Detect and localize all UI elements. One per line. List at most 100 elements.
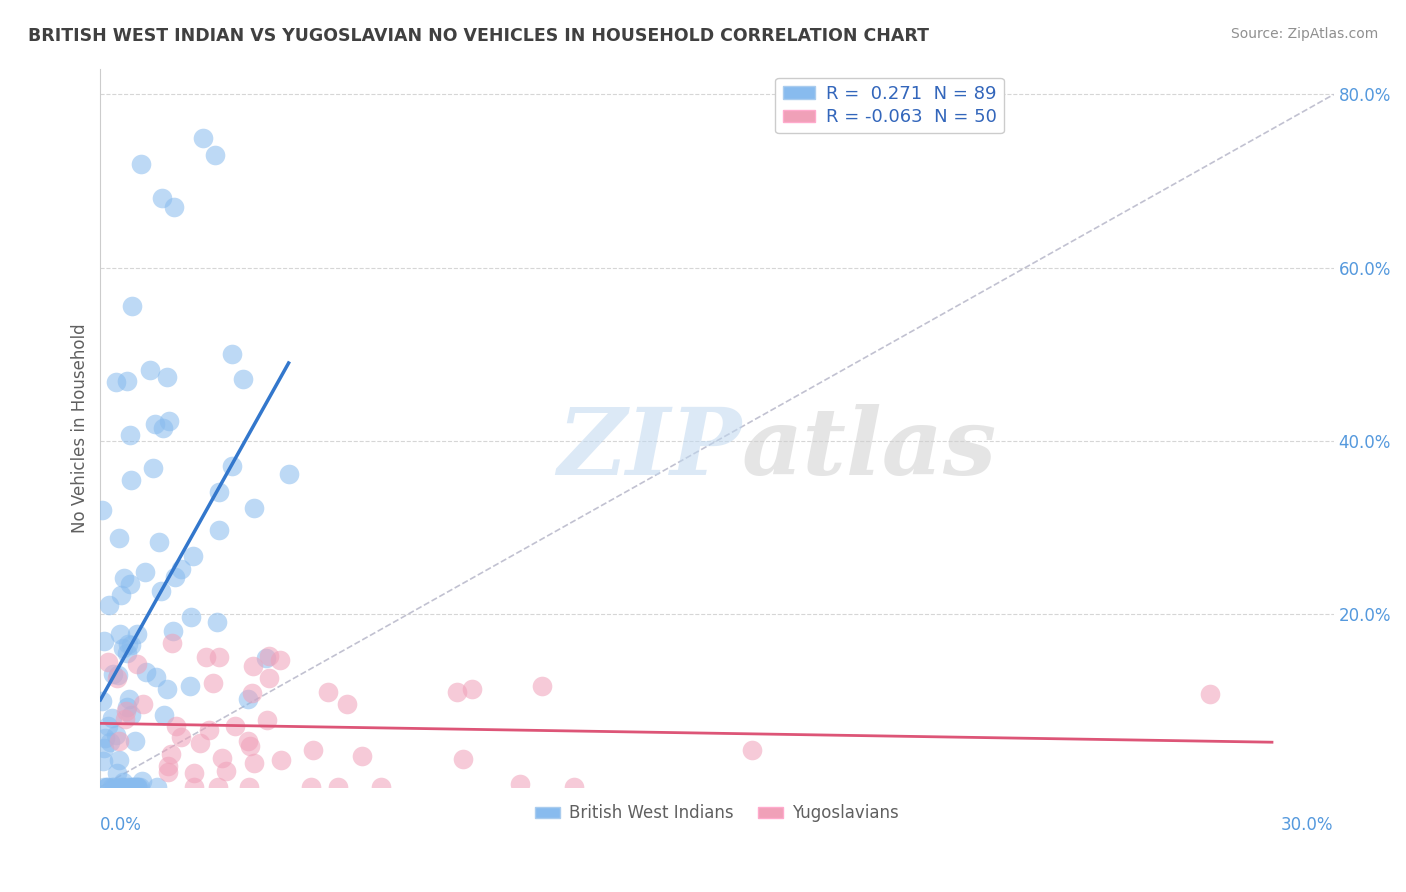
Point [97, 719, 120, 733]
Point [115, 704, 138, 718]
Point [112, 780, 135, 794]
Point [446, 685, 468, 699]
Point [98, 734, 121, 748]
Point [112, 775, 135, 789]
Point [115, 699, 138, 714]
Point [93, 741, 115, 756]
Point [208, 649, 231, 664]
Point [145, 670, 167, 684]
Point [125, 780, 148, 794]
Point [207, 780, 229, 794]
Point [131, 697, 153, 711]
Point [131, 157, 153, 171]
Point [224, 719, 246, 733]
Point [350, 749, 373, 764]
Text: Source: ZipAtlas.com: Source: ZipAtlas.com [1230, 27, 1378, 41]
Point [94, 731, 117, 745]
Point [91, 694, 114, 708]
Point [135, 665, 157, 679]
Point [195, 649, 218, 664]
Point [204, 148, 226, 162]
Point [93, 633, 115, 648]
Point [156, 369, 179, 384]
Point [110, 588, 132, 602]
Point [120, 638, 142, 652]
Point [221, 347, 243, 361]
Point [117, 637, 139, 651]
Point [112, 571, 135, 585]
Point [121, 300, 143, 314]
Point [243, 501, 266, 516]
Point [530, 679, 553, 693]
Point [183, 765, 205, 780]
Point [96, 655, 118, 669]
Point [150, 191, 173, 205]
Point [91, 754, 114, 768]
Y-axis label: No Vehicles in Household: No Vehicles in Household [72, 323, 89, 533]
Point [326, 780, 349, 794]
Point [165, 719, 187, 733]
Point [107, 780, 129, 794]
Point [131, 773, 153, 788]
Point [142, 461, 165, 475]
Point [451, 752, 474, 766]
Point [221, 458, 243, 473]
Point [150, 583, 173, 598]
Point [143, 417, 166, 432]
Point [103, 780, 125, 794]
Point [239, 739, 262, 753]
Point [96, 780, 118, 794]
Point [238, 780, 260, 794]
Point [101, 711, 124, 725]
Point [254, 650, 277, 665]
Point [121, 780, 143, 794]
Point [461, 681, 484, 696]
Point [170, 730, 193, 744]
Point [107, 531, 129, 545]
Point [256, 713, 278, 727]
Text: atlas: atlas [741, 404, 997, 494]
Point [156, 759, 179, 773]
Point [270, 753, 292, 767]
Point [162, 624, 184, 638]
Point [198, 723, 221, 737]
Point [370, 780, 392, 794]
Point [139, 363, 162, 377]
Point [111, 641, 134, 656]
Point [93, 780, 115, 794]
Point [118, 427, 141, 442]
Point [205, 615, 228, 629]
Point [1199, 687, 1222, 701]
Point [179, 679, 201, 693]
Point [211, 751, 233, 765]
Point [117, 374, 139, 388]
Point [121, 473, 143, 487]
Point [125, 780, 148, 794]
Point [120, 707, 142, 722]
Point [201, 675, 224, 690]
Point [152, 421, 174, 435]
Point [232, 372, 254, 386]
Point [269, 653, 291, 667]
Point [741, 743, 763, 757]
Point [148, 535, 170, 549]
Point [124, 780, 146, 794]
Point [188, 736, 211, 750]
Point [108, 627, 131, 641]
Point [100, 780, 122, 794]
Point [108, 733, 131, 747]
Point [299, 780, 322, 794]
Point [152, 707, 174, 722]
Point [257, 649, 280, 664]
Point [115, 646, 138, 660]
Point [240, 686, 263, 700]
Point [103, 667, 125, 681]
Text: 30.0%: 30.0% [1281, 815, 1334, 834]
Point [183, 549, 205, 563]
Point [242, 756, 264, 770]
Point [302, 743, 325, 757]
Point [118, 692, 141, 706]
Point [146, 780, 169, 794]
Point [96, 780, 118, 794]
Point [120, 577, 142, 591]
